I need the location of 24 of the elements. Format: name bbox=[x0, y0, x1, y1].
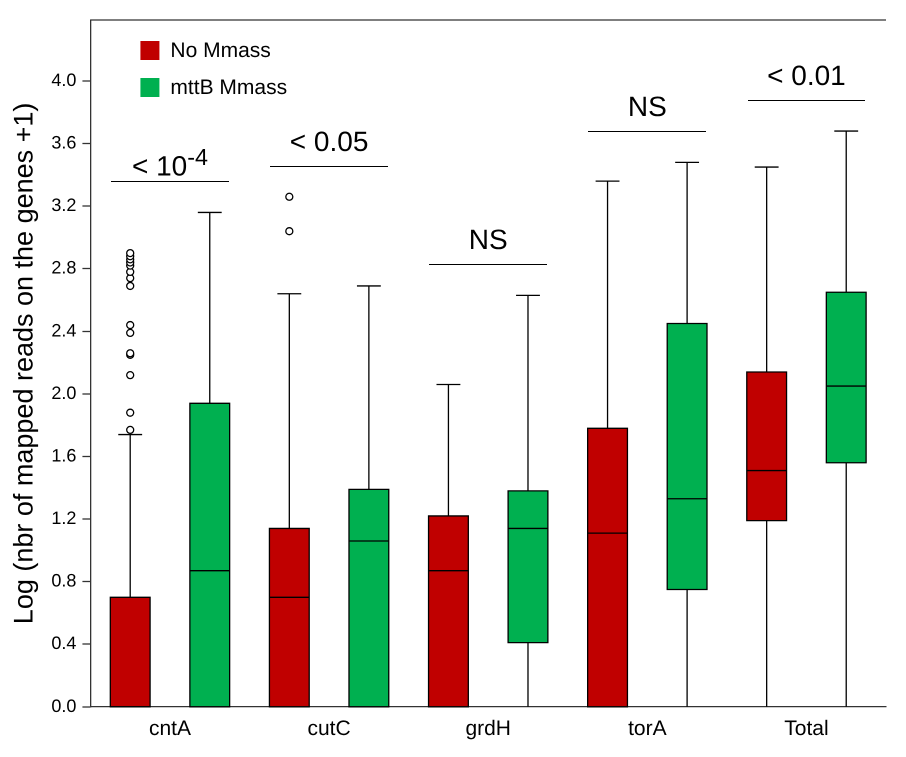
y-tick-label: 2.0 bbox=[51, 382, 76, 403]
significance-bracket: NS bbox=[588, 90, 706, 132]
y-tick-label: 2.4 bbox=[51, 320, 76, 340]
legend-label: mttB Mmass bbox=[170, 76, 288, 99]
y-tick-label: 3.6 bbox=[51, 132, 76, 153]
x-tick-label: Total bbox=[784, 717, 829, 740]
significance-bracket: < 0.01 bbox=[748, 59, 866, 102]
y-axis-title: Log (nbr of mapped reads on the genes +1) bbox=[8, 102, 39, 624]
y-tick-label: 1.6 bbox=[51, 445, 76, 466]
y-tick-label: 3.2 bbox=[51, 195, 76, 216]
x-tick-label: cutC bbox=[308, 717, 351, 740]
y-tick-label: 0.8 bbox=[51, 570, 76, 591]
y-tick-label: 0.0 bbox=[51, 696, 76, 716]
significance-bracket: NS bbox=[429, 223, 548, 266]
y-tick-label: 0.4 bbox=[51, 633, 76, 654]
y-tick-label: 1.2 bbox=[51, 508, 76, 528]
significance-bracket: < 0.05 bbox=[270, 124, 388, 167]
x-tick-label: grdH bbox=[465, 717, 511, 740]
significance-bracket: < 10$^{-4}$ bbox=[111, 140, 229, 182]
legend-label: No Mmass bbox=[170, 38, 271, 62]
x-tick-label: torA bbox=[628, 717, 667, 740]
y-tick-label: 4.0 bbox=[51, 70, 76, 90]
x-tick-label: cntA bbox=[148, 717, 191, 740]
y-tick-label: 2.8 bbox=[51, 258, 76, 278]
